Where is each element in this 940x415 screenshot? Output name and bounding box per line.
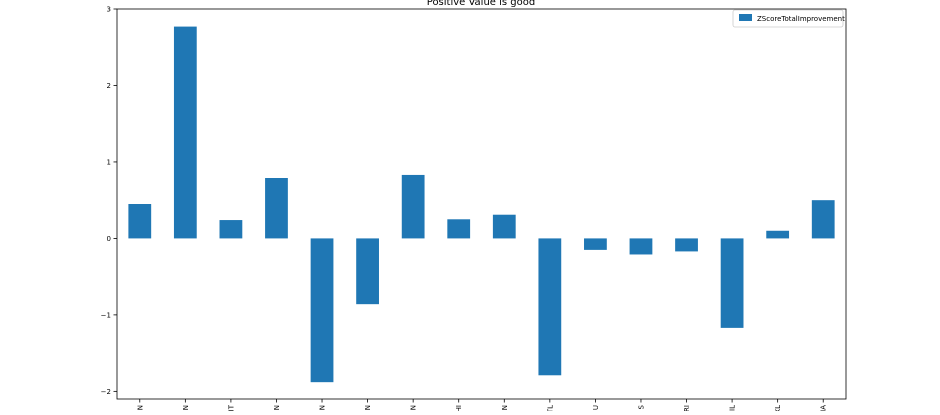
- x-tick-label: IN: [136, 405, 144, 411]
- x-tick-label: N: [501, 405, 509, 410]
- bar: [492, 214, 516, 239]
- legend-swatch: [739, 14, 752, 21]
- bar: [675, 238, 698, 252]
- x-tick-label: JN: [410, 405, 418, 411]
- x-tick-label: N: [364, 405, 372, 410]
- y-tick-label: 3: [107, 6, 111, 14]
- legend-label: ZScoreTotalImprovement: [757, 15, 845, 23]
- y-tick-label: −2: [101, 388, 111, 396]
- y-tick-label: 1: [107, 158, 111, 166]
- bar: [219, 220, 243, 239]
- bar: [629, 238, 653, 255]
- bars-group: [128, 26, 835, 383]
- legend-frame: [732, 9, 844, 28]
- bar: [538, 238, 562, 376]
- x-tick-label: TL: [546, 405, 554, 411]
- x-tick-label: U: [592, 405, 600, 410]
- bar: [128, 204, 152, 239]
- chart-title: Positive Value is good: [427, 0, 535, 8]
- y-tick-label: 2: [107, 82, 111, 90]
- x-tick-label: N: [273, 405, 281, 410]
- legend: ZScoreTotalImprovement: [732, 9, 845, 28]
- bar: [720, 238, 744, 328]
- bar: [173, 26, 197, 239]
- y-axis-ticks: −2 −1 0 1 2 3: [101, 6, 117, 396]
- bar: [811, 200, 835, 239]
- bar: [265, 178, 288, 239]
- x-tick-label: IL: [729, 405, 737, 411]
- bar: [584, 238, 607, 250]
- plot-area: [117, 9, 846, 399]
- x-axis-ticks: IN JN IT N N N JN HI N TL U S RI IL XL IA: [136, 399, 828, 414]
- plot-frame: [116, 8, 847, 400]
- x-tick-label: IA: [820, 405, 828, 411]
- x-tick-label: IT: [227, 404, 235, 411]
- x-tick-label: N: [319, 405, 327, 410]
- bar: [401, 174, 425, 239]
- bar: [766, 230, 790, 239]
- y-tick-label: 0: [107, 235, 111, 243]
- x-tick-label: S: [637, 404, 645, 409]
- x-tick-label: XL: [774, 405, 782, 411]
- x-tick-label: RI: [683, 405, 691, 411]
- x-tick-label: HI: [455, 405, 463, 411]
- y-tick-label: −1: [101, 311, 111, 319]
- bar: [310, 238, 334, 383]
- bar: [356, 238, 379, 305]
- x-tick-label: JN: [182, 405, 190, 411]
- bar: [447, 219, 471, 239]
